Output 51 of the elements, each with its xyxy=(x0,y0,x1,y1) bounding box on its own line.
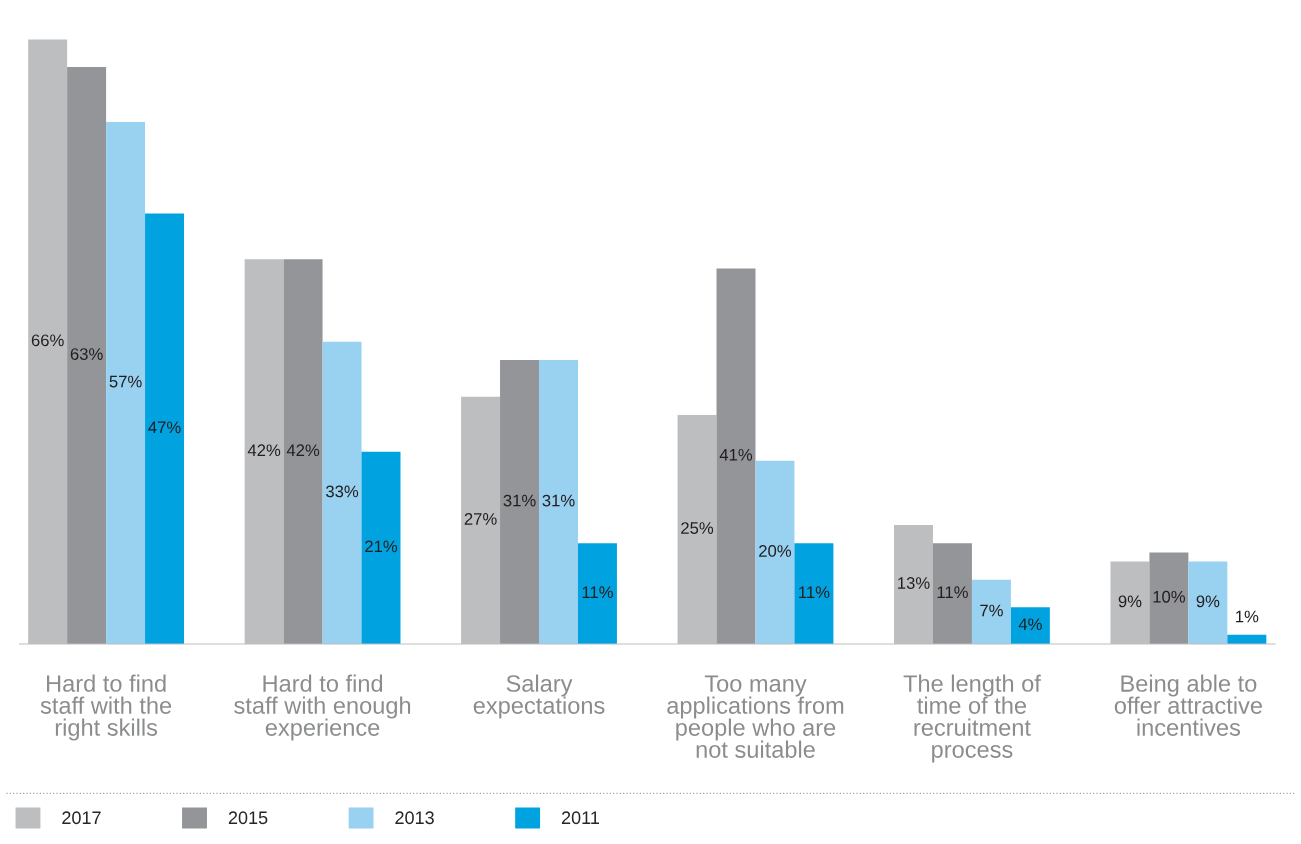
data-label: 11% xyxy=(937,586,968,599)
bar xyxy=(1010,607,1050,644)
data-label: 4% xyxy=(1018,618,1042,631)
data-label: 10% xyxy=(1153,590,1185,603)
data-label: 11% xyxy=(582,586,613,599)
data-label: 41% xyxy=(719,448,753,461)
data-label: 9% xyxy=(1196,595,1220,608)
bar xyxy=(67,66,107,644)
bar xyxy=(283,259,323,644)
bar xyxy=(577,543,617,644)
legend-label: 2011 xyxy=(561,811,599,825)
bar xyxy=(716,268,756,644)
bar xyxy=(1149,552,1189,644)
legend-label: 2017 xyxy=(62,811,101,825)
data-label: 25% xyxy=(681,522,714,534)
bar xyxy=(361,451,401,644)
data-label: 63% xyxy=(70,348,103,360)
x-tick-label: Too many applications from people who are not suitable xyxy=(667,675,844,758)
data-label: 42% xyxy=(286,444,320,457)
bar xyxy=(539,360,578,644)
bar xyxy=(1188,561,1228,644)
bar xyxy=(106,121,146,644)
bar xyxy=(145,213,185,644)
bar xyxy=(932,543,972,644)
x-tick-label: Salary expectations xyxy=(473,674,605,719)
x-tick-label: Being able to offer attractive incentives xyxy=(1114,674,1262,736)
bar xyxy=(971,579,1011,644)
legend-label: 2015 xyxy=(228,811,268,825)
data-label: 13% xyxy=(898,577,930,589)
legend-label: 2013 xyxy=(395,811,434,825)
x-tick-label: The length of time of the recruitment process xyxy=(903,674,1041,763)
data-label: 1% xyxy=(1236,610,1259,623)
data-label: 31% xyxy=(503,494,536,507)
data-label: 27% xyxy=(464,513,497,525)
bar xyxy=(794,543,834,644)
data-label: 31% xyxy=(542,494,575,507)
data-label: 11% xyxy=(799,586,830,599)
data-label: 57% xyxy=(109,375,142,388)
x-tick-label: Hard to find staff with the right skills xyxy=(40,674,172,741)
data-label: 20% xyxy=(759,545,792,557)
data-label: 21% xyxy=(365,540,398,553)
data-label: 33% xyxy=(326,485,359,498)
data-label: 66% xyxy=(31,334,64,347)
data-label: 9% xyxy=(1118,595,1142,608)
data-label: 47% xyxy=(148,421,181,434)
data-label: 42% xyxy=(247,444,281,457)
x-tick-label: Hard to find staff with enough experience xyxy=(234,674,411,741)
bar xyxy=(500,360,540,644)
data-label: 7% xyxy=(980,604,1003,617)
bar xyxy=(322,341,362,644)
bar xyxy=(755,460,795,644)
